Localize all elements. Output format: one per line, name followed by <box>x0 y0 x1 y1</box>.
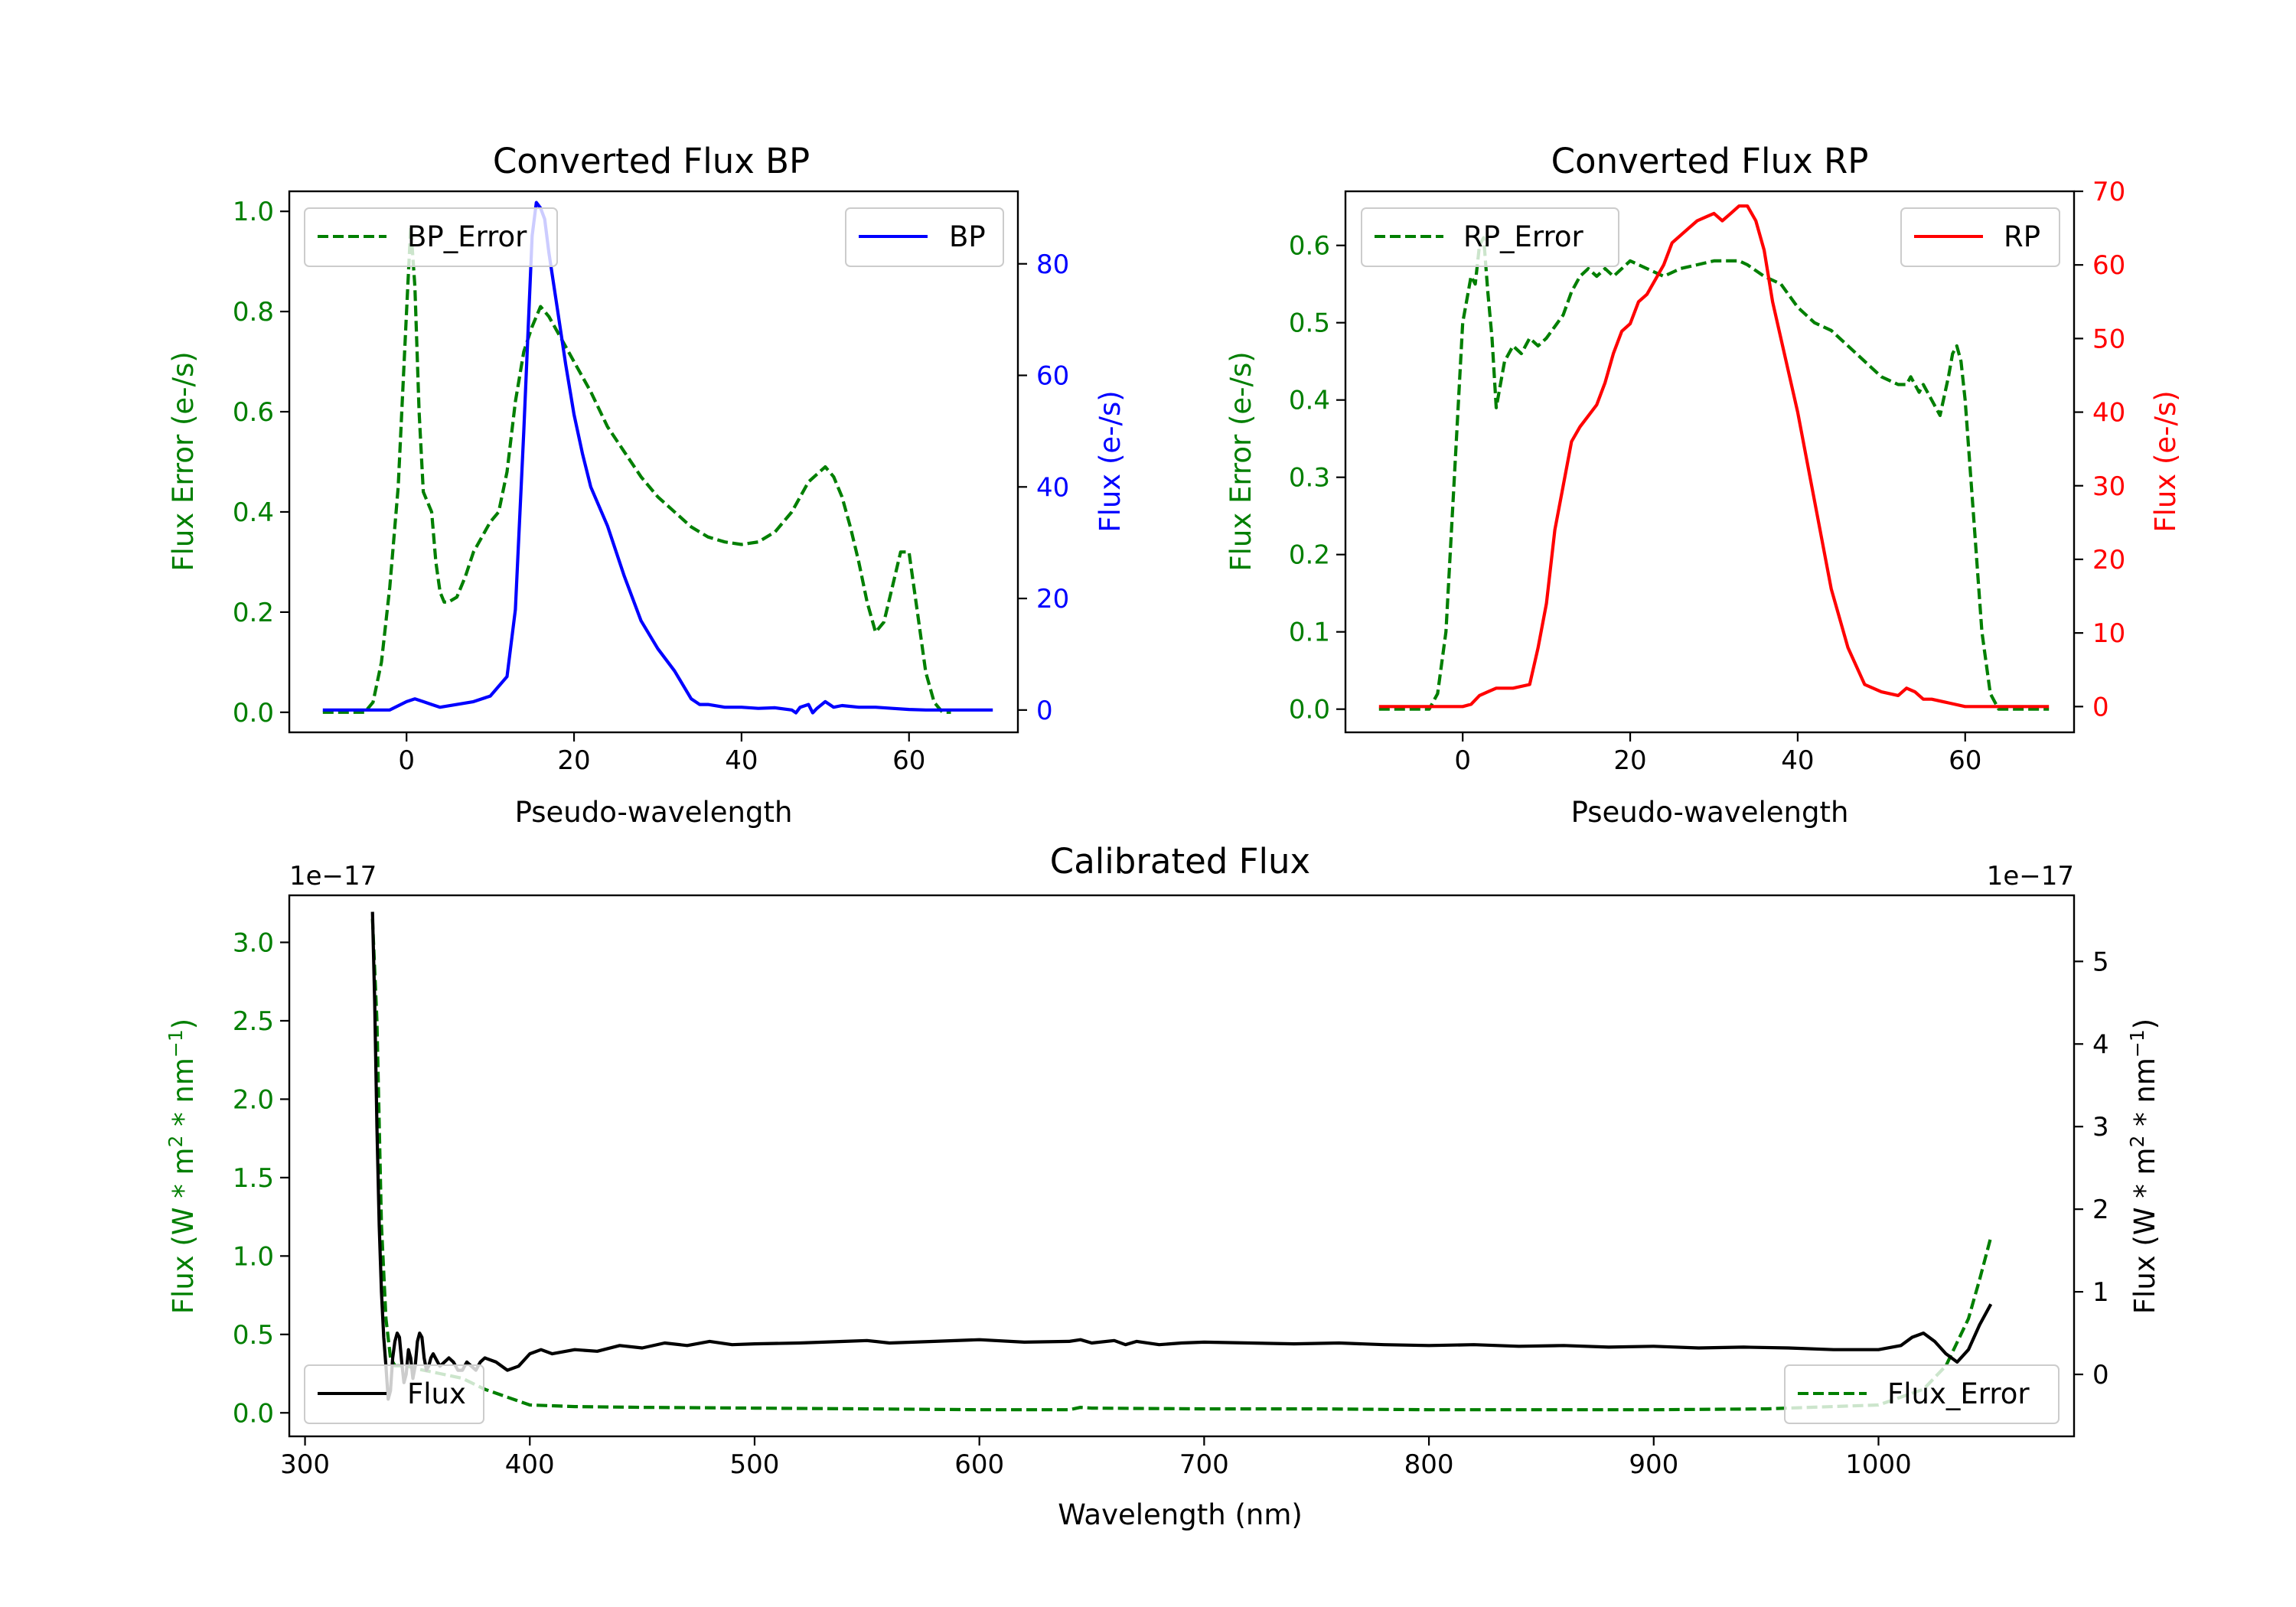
y-right-tick-label: 80 <box>1036 249 1069 280</box>
y-right-tick-label: 10 <box>2092 618 2125 649</box>
x-tick-label: 0 <box>398 745 415 776</box>
bp-right-axis-label: Flux (e-/s) <box>1094 390 1127 532</box>
x-tick-label: 400 <box>505 1449 555 1480</box>
y-right-tick-label: 20 <box>1036 584 1069 614</box>
y-right-tick-label: 2 <box>2092 1195 2109 1225</box>
y-left-tick-label: 0.0 <box>233 698 274 729</box>
legend-label-flux: Flux <box>407 1377 466 1410</box>
y-left-tick-label: 1.0 <box>233 197 274 227</box>
y-left-tick-label: 0.5 <box>1289 308 1330 339</box>
y-left-tick-label: 3.0 <box>233 927 274 958</box>
y-left-tick-label: 2.0 <box>233 1084 274 1115</box>
x-tick-label: 600 <box>954 1449 1004 1480</box>
bp-panel: Converted Flux BP 0 20 40 60 0.0 0.2 0.4 0.6 0.8… <box>167 141 1127 829</box>
x-tick-label: 40 <box>1781 745 1814 776</box>
y-right-tick-label: 0 <box>2092 1360 2109 1390</box>
rp-x-axis-label: Pseudo-wavelength <box>1571 796 1849 829</box>
y-right-tick-label: 30 <box>2092 471 2125 502</box>
y-left-tick-label: 0.6 <box>233 397 274 428</box>
bp-legend-error: BP_Error <box>304 207 558 267</box>
rp-rp-series-line <box>1378 204 2050 709</box>
calibrated-plot-frame <box>288 894 2076 1438</box>
x-tick-label: 60 <box>892 745 925 776</box>
y-right-tick-label: 0 <box>1036 696 1053 726</box>
bp-x-axis-label: Pseudo-wavelength <box>515 796 793 829</box>
y-right-tick-label: 60 <box>1036 361 1069 392</box>
x-tick-label: 1000 <box>1845 1449 1912 1480</box>
bp-bp-series-line <box>322 200 993 715</box>
y-right-tick-label: 60 <box>2092 250 2125 281</box>
y-left-tick-label: 0.8 <box>233 297 274 328</box>
bp-bp-error-series-line <box>322 224 951 714</box>
legend-label-bp-error: BP_Error <box>407 220 527 253</box>
calibrated-right-axis-label: Flux (W * m2 * nm−1) <box>2126 1019 2161 1314</box>
x-tick-label: 300 <box>280 1449 330 1480</box>
calibrated-panel: Calibrated Flux 1e−17 1e−17 300 400 500 600… <box>165 841 2161 1531</box>
y-left-tick-label: 0.1 <box>1289 618 1330 648</box>
legend-frame <box>304 1364 484 1424</box>
legend-frame <box>1784 1364 2060 1424</box>
y-left-tick-label: 0.2 <box>233 598 274 628</box>
x-tick-label: 700 <box>1179 1449 1229 1480</box>
y-right-tick-label: 4 <box>2092 1029 2109 1060</box>
y-right-tick-label: 40 <box>1036 472 1069 503</box>
legend-label-flux-error: Flux_Error <box>1887 1377 2030 1410</box>
y-right-tick-label: 1 <box>2092 1277 2109 1308</box>
y-left-tick-label: 1.5 <box>233 1163 274 1194</box>
y-right-tick-label: 70 <box>2092 177 2125 207</box>
y-left-tick-label: 0.4 <box>1289 386 1330 416</box>
y-left-tick-label: 0.3 <box>1289 463 1330 494</box>
x-tick-label: 40 <box>725 745 758 776</box>
y-right-tick-label: 50 <box>2092 324 2125 354</box>
rp-rp-error-series-line <box>1378 236 2050 711</box>
x-tick-label: 20 <box>1613 745 1646 776</box>
y-left-tick-label: 0.6 <box>1289 231 1330 262</box>
bp-plot-frame <box>288 190 1019 734</box>
y-right-tick-label: 5 <box>2092 947 2109 977</box>
y-left-tick-label: 0.0 <box>233 1398 274 1429</box>
legend-label-bp: BP <box>949 220 986 253</box>
y-left-tick-label: 0.2 <box>1289 540 1330 571</box>
rp-left-axis-label: Flux Error (e-/s) <box>1225 351 1257 571</box>
left-offset-label: 1e−17 <box>289 861 377 892</box>
rp-title: Converted Flux RP <box>1551 141 1869 181</box>
rp-legend-error: RP_Error <box>1361 207 1619 267</box>
y-right-tick-label: 40 <box>2092 398 2125 429</box>
y-left-tick-label: 2.5 <box>233 1006 274 1037</box>
x-tick-label: 900 <box>1629 1449 1678 1480</box>
calibrated-legend-flux: Flux <box>304 1364 484 1424</box>
calibrated-legend-error: Flux_Error <box>1784 1364 2060 1424</box>
x-tick-label: 20 <box>557 745 590 776</box>
bp-left-axis-label: Flux Error (e-/s) <box>167 351 200 571</box>
y-right-tick-label: 3 <box>2092 1112 2109 1143</box>
calibrated-flux-series-line <box>370 911 1993 1401</box>
y-right-tick-label: 20 <box>2092 545 2125 575</box>
x-tick-label: 60 <box>1949 745 1981 776</box>
legend-label-rp-error: RP_Error <box>1463 220 1583 253</box>
y-left-tick-label: 0.0 <box>1289 695 1330 725</box>
rp-plot-frame <box>1344 190 2076 734</box>
bp-legend-flux: BP <box>845 207 1004 267</box>
x-tick-label: 500 <box>730 1449 780 1480</box>
y-left-tick-label: 0.4 <box>233 497 274 528</box>
rp-right-axis-label: Flux (e-/s) <box>2149 390 2182 532</box>
calibrated-x-axis-label: Wavelength (nm) <box>1058 1498 1303 1531</box>
y-left-tick-label: 0.5 <box>233 1320 274 1351</box>
rp-panel: Converted Flux RP 0 20 40 60 0.0 0.1 0.2 0.3 0.4… <box>1225 141 2182 829</box>
legend-label-rp: RP <box>2004 220 2040 253</box>
bp-title: Converted Flux BP <box>493 141 810 181</box>
y-right-tick-label: 0 <box>2092 692 2109 722</box>
legend-frame <box>1361 207 1619 267</box>
calibrated-title: Calibrated Flux <box>1050 841 1310 882</box>
x-tick-label: 800 <box>1404 1449 1454 1480</box>
y-left-tick-label: 1.0 <box>233 1241 274 1272</box>
calibrated-left-axis-label: Flux (W * m2 * nm−1) <box>165 1019 200 1314</box>
x-tick-label: 0 <box>1454 745 1471 776</box>
rp-legend-flux: RP <box>1900 207 2060 267</box>
legend-frame <box>304 207 558 267</box>
right-offset-label: 1e−17 <box>1987 861 2074 892</box>
